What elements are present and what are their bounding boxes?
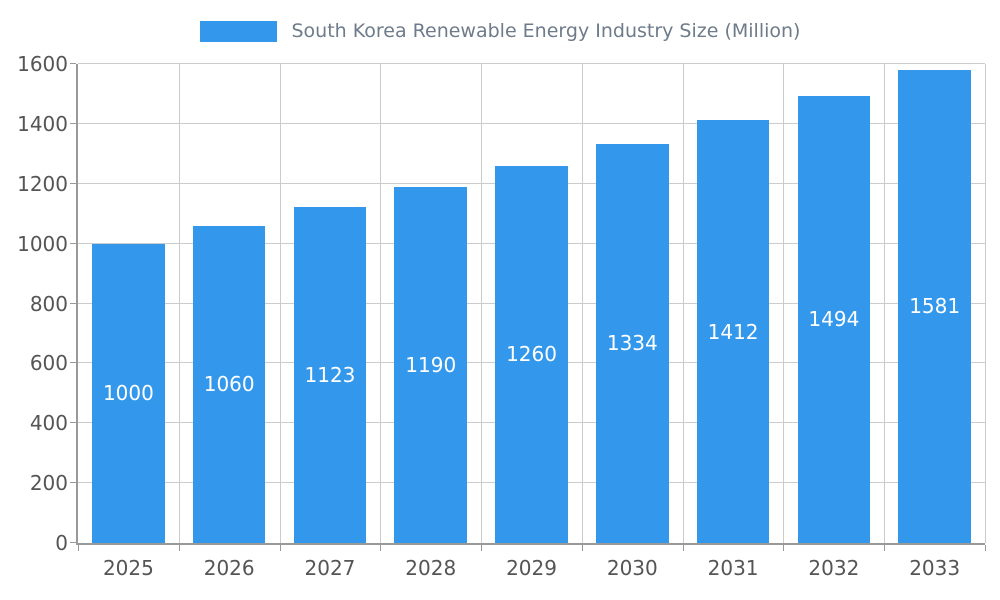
x-tick-7 [783, 545, 785, 551]
h-gridline-1400 [78, 122, 985, 124]
v-gridline-3 [380, 64, 382, 543]
x-tick-1 [178, 545, 180, 551]
y-axis: 0 200 400 600 800 1000 1200 1400 1600 [0, 52, 68, 555]
bar-2033: 1581 [898, 69, 971, 543]
legend-swatch [199, 20, 277, 42]
bar-2032: 1494 [797, 95, 871, 543]
x-axis-label-2032: 2032 [808, 556, 860, 580]
x-axis-label-2028: 2028 [405, 556, 457, 580]
bar-slot-2026: 1060 [179, 64, 280, 543]
chart-title: South Korea Renewable Energy Industry Si… [291, 19, 801, 42]
y-tick-600 [70, 362, 76, 364]
y-axis-label-0: 0 [55, 531, 68, 555]
y-tick-1400 [70, 122, 76, 124]
bar-value-label-2033: 1581 [909, 294, 961, 319]
h-gridline-1600 [78, 63, 985, 64]
bar-slot-2028: 1190 [380, 64, 481, 543]
bar-2026: 1060 [192, 225, 266, 543]
y-axis-label-400: 400 [29, 411, 68, 436]
bar-value-label-2031: 1412 [707, 319, 759, 344]
x-tick-3 [380, 545, 382, 551]
bar-2030: 1334 [596, 143, 669, 543]
bar-value-label-2026: 1060 [203, 372, 255, 397]
x-tick-0 [78, 545, 79, 551]
x-axis-line [76, 543, 985, 545]
bar-value-label-2028: 1190 [405, 352, 457, 377]
v-gridline-6 [682, 64, 684, 543]
v-gridline-2 [279, 64, 281, 543]
x-tick-9 [985, 545, 986, 551]
v-gridline-8 [884, 64, 886, 543]
x-axis-label-2027: 2027 [304, 556, 356, 580]
x-axis-label-2025: 2025 [102, 556, 154, 580]
bar-2028: 1190 [394, 186, 468, 543]
x-axis-label-2030: 2030 [606, 556, 658, 580]
y-axis-label-800: 800 [29, 291, 68, 316]
x-tick-4 [481, 545, 483, 551]
bar-value-label-2032: 1494 [808, 307, 860, 332]
x-tick-8 [884, 545, 886, 551]
y-axis-label-1600: 1600 [17, 52, 68, 76]
bar-slot-2033: 1581 [884, 64, 985, 543]
bar-2029: 1260 [495, 165, 568, 543]
bar-value-label-2029: 1260 [506, 342, 557, 367]
bar-value-label-2025: 1000 [102, 381, 154, 406]
bar-value-label-2030: 1334 [606, 331, 658, 356]
x-axis: 2025 2026 2027 2028 2029 2030 2031 2032 2033 [78, 556, 985, 588]
y-axis-label-1200: 1200 [17, 171, 68, 196]
v-gridline-5 [581, 64, 583, 543]
bar-slot-2027: 1123 [280, 64, 381, 543]
bar-slot-2031: 1412 [683, 64, 784, 543]
x-axis-label-2031: 2031 [707, 556, 759, 580]
y-tick-0 [70, 542, 76, 543]
legend: South Korea Renewable Energy Industry Si… [0, 16, 1000, 46]
v-gridline-9 [985, 64, 986, 543]
x-tick-6 [682, 545, 684, 551]
y-axis-label-600: 600 [29, 351, 68, 376]
y-axis-label-1400: 1400 [17, 111, 68, 136]
y-axis-line [76, 64, 78, 543]
y-tick-1200 [70, 182, 76, 184]
x-axis-label-2033: 2033 [909, 556, 961, 580]
bar-2025: 1000 [92, 243, 165, 543]
y-axis-label-1000: 1000 [17, 231, 68, 256]
x-axis-label-2026: 2026 [203, 556, 255, 580]
bar-series: 1000 1060 1123 1190 1260 1334 1412 1494 1581 [78, 64, 985, 543]
y-tick-400 [70, 422, 76, 424]
v-gridline-7 [783, 64, 785, 543]
x-tick-2 [279, 545, 281, 551]
bar-slot-2030: 1334 [582, 64, 683, 543]
y-axis-label-200: 200 [29, 471, 68, 496]
v-gridline-1 [178, 64, 180, 543]
bar-2031: 1412 [696, 120, 770, 543]
y-tick-1000 [70, 242, 76, 244]
plot-area: 1000 1060 1123 1190 1260 1334 1412 1494 1581 [70, 63, 986, 551]
bar-value-label-2027: 1123 [304, 362, 356, 387]
x-tick-5 [581, 545, 583, 551]
y-tick-800 [70, 302, 76, 304]
v-gridline-4 [481, 64, 483, 543]
y-tick-200 [70, 482, 76, 484]
bar-slot-2025: 1000 [78, 64, 179, 543]
y-tick-1600 [70, 63, 76, 64]
bar-slot-2032: 1494 [783, 64, 884, 543]
bar-slot-2029: 1260 [481, 64, 582, 543]
bar-2027: 1123 [293, 206, 367, 543]
x-axis-label-2029: 2029 [506, 556, 557, 580]
